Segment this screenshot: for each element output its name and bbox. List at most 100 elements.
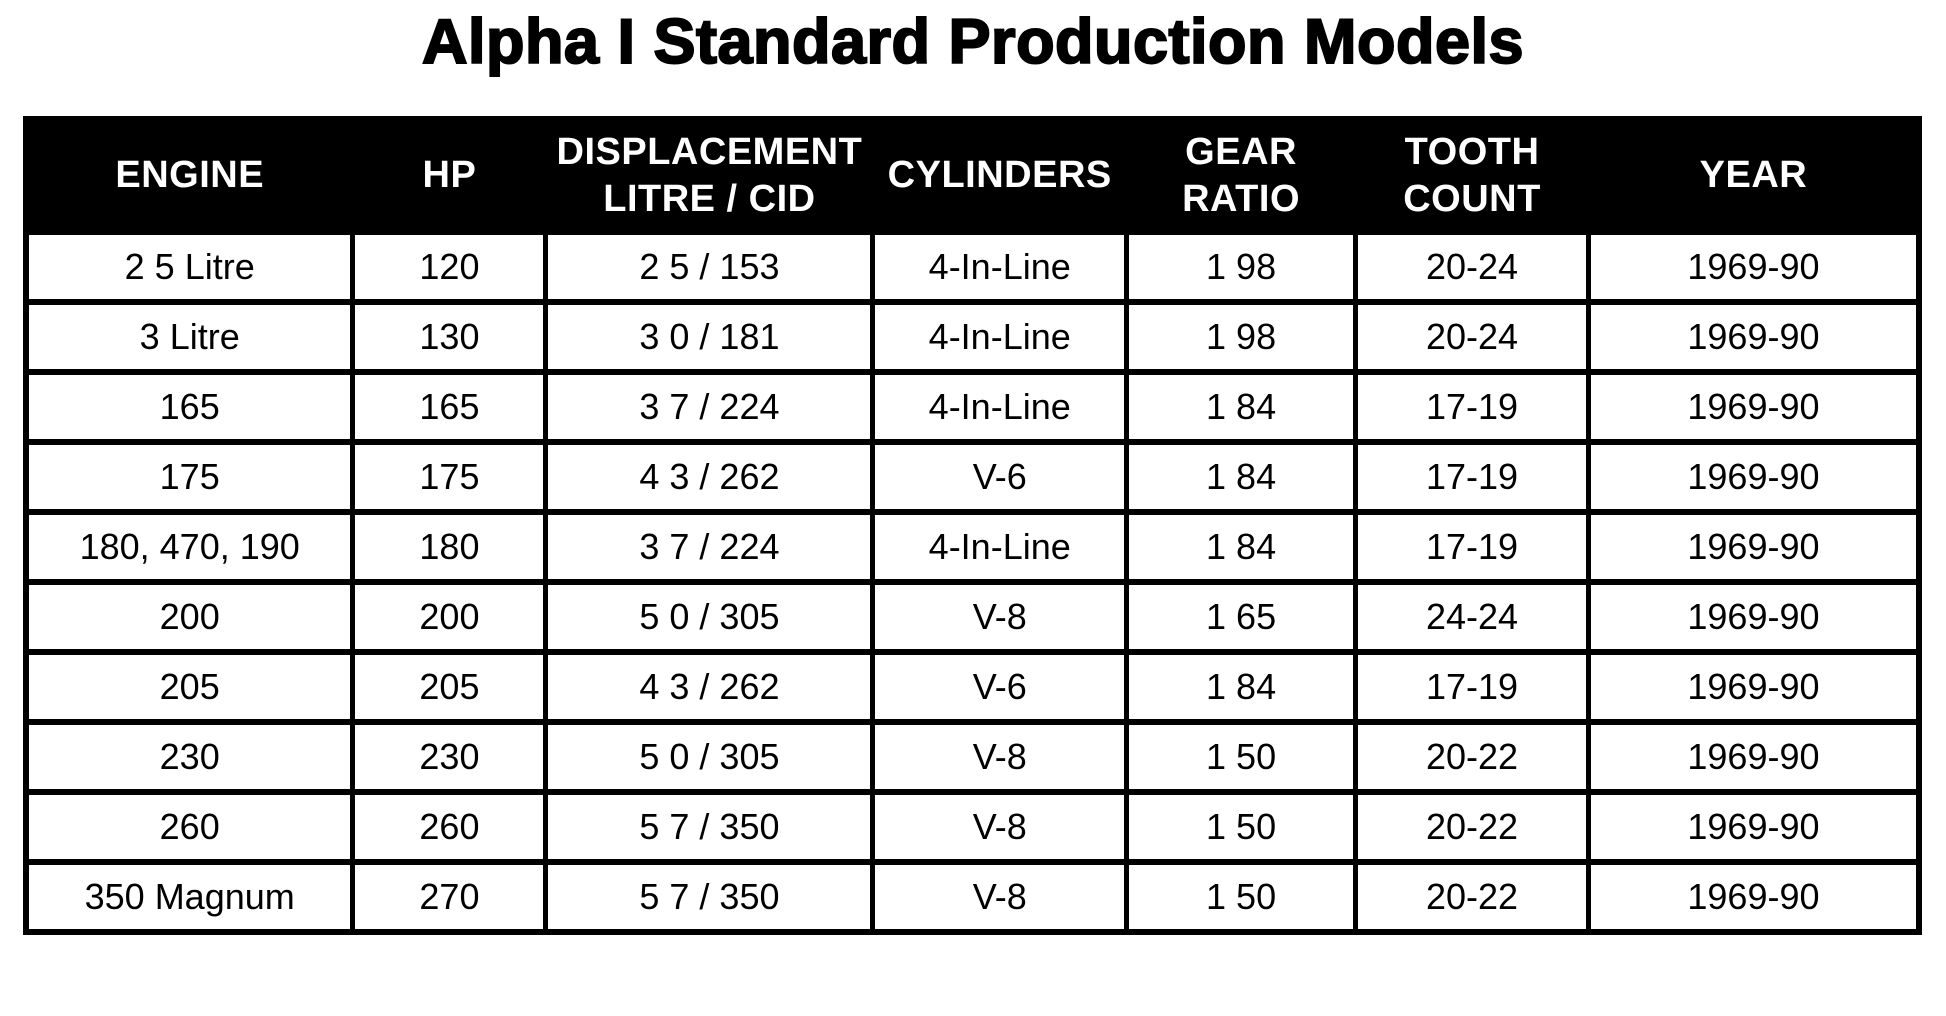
header-line: DISPLACEMENT [556, 131, 863, 174]
table-cell: 17-19 [1353, 369, 1591, 445]
table-cell: 3 7 / 224 [543, 509, 876, 585]
table-row: 205 205 4 3 / 262 V-6 1 84 17-19 1969-90 [23, 649, 1922, 725]
table-cell: 1 50 [1124, 859, 1359, 935]
table-row: 3 Litre 130 3 0 / 181 4-In-Line 1 98 20-… [23, 299, 1922, 375]
table-cell: 1 84 [1124, 369, 1359, 445]
table-cell: 175 [23, 439, 356, 515]
table-row: 230 230 5 0 / 305 V-8 1 50 20-22 1969-90 [23, 719, 1922, 795]
table-cell: 230 [23, 719, 356, 795]
table-cell: 180, 470, 190 [23, 509, 356, 585]
page-title: Alpha I Standard Production Models [421, 6, 1525, 78]
table-cell: V-8 [870, 789, 1130, 865]
table-cell: 20-22 [1353, 859, 1591, 935]
table-cell: 165 [23, 369, 356, 445]
table-cell: 260 [350, 789, 549, 865]
header-line: ENGINE [115, 154, 265, 197]
table-cell: 1 50 [1124, 719, 1359, 795]
table-cell: 165 [350, 369, 549, 445]
table-cell: 20-24 [1353, 299, 1591, 375]
header-line: TOOTH [1404, 131, 1540, 174]
table-cell: 2 5 Litre [23, 229, 356, 305]
header-line: YEAR [1699, 154, 1808, 197]
table-cell: 20-22 [1353, 719, 1591, 795]
column-header-engine: ENGINE [23, 116, 356, 235]
table-cell: 3 7 / 224 [543, 369, 876, 445]
table-row: 180, 470, 190 180 3 7 / 224 4-In-Line 1 … [23, 509, 1922, 585]
header-line: CYLINDERS [887, 154, 1112, 197]
table-cell: 24-24 [1353, 579, 1591, 655]
column-header-tooth-count: TOOTH COUNT [1353, 116, 1591, 235]
table-cell: 1969-90 [1585, 229, 1922, 305]
table-cell: 3 Litre [23, 299, 356, 375]
table-cell: 4 3 / 262 [543, 439, 876, 515]
table-cell: V-6 [870, 439, 1130, 515]
production-models-table: ENGINE HP DISPLACEMENT LITRE / CID CYLIN… [23, 116, 1922, 935]
header-line: RATIO [1182, 177, 1301, 220]
table-cell: 17-19 [1353, 649, 1591, 725]
table-cell: 5 0 / 305 [543, 719, 876, 795]
column-header-displacement: DISPLACEMENT LITRE / CID [543, 116, 876, 235]
table-cell: 205 [350, 649, 549, 725]
table-cell: 350 Magnum [23, 859, 356, 935]
table-row: 350 Magnum 270 5 7 / 350 V-8 1 50 20-22 … [23, 859, 1922, 935]
header-line: LITRE / CID [603, 177, 816, 220]
table-cell: V-8 [870, 719, 1130, 795]
column-header-hp: HP [350, 116, 549, 235]
table-cell: 205 [23, 649, 356, 725]
table-cell: 200 [350, 579, 549, 655]
table-cell: 20-22 [1353, 789, 1591, 865]
table-cell: 1 84 [1124, 439, 1359, 515]
header-line: GEAR [1185, 131, 1297, 174]
table-cell: 200 [23, 579, 356, 655]
table-row: 165 165 3 7 / 224 4-In-Line 1 84 17-19 1… [23, 369, 1922, 445]
table-cell: 3 0 / 181 [543, 299, 876, 375]
table-cell: 1969-90 [1585, 369, 1922, 445]
table-row: 2 5 Litre 120 2 5 / 153 4-In-Line 1 98 2… [23, 229, 1922, 305]
table-cell: 1969-90 [1585, 299, 1922, 375]
table-cell: 270 [350, 859, 549, 935]
column-header-year: YEAR [1585, 116, 1922, 235]
table-row: 200 200 5 0 / 305 V-8 1 65 24-24 1969-90 [23, 579, 1922, 655]
table-cell: 1 98 [1124, 229, 1359, 305]
table-cell: V-8 [870, 859, 1130, 935]
column-header-gear-ratio: GEAR RATIO [1124, 116, 1359, 235]
table-cell: 1969-90 [1585, 509, 1922, 585]
table-cell: 5 0 / 305 [543, 579, 876, 655]
table-cell: 1 65 [1124, 579, 1359, 655]
table-cell: 120 [350, 229, 549, 305]
table-cell: 1 50 [1124, 789, 1359, 865]
table-cell: 1969-90 [1585, 649, 1922, 725]
table-cell: 1969-90 [1585, 859, 1922, 935]
table-cell: 4-In-Line [870, 509, 1130, 585]
table-cell: 1 84 [1124, 509, 1359, 585]
table-cell: 17-19 [1353, 439, 1591, 515]
table-row: 175 175 4 3 / 262 V-6 1 84 17-19 1969-90 [23, 439, 1922, 515]
table-cell: 230 [350, 719, 549, 795]
table-cell: 2 5 / 153 [543, 229, 876, 305]
table-cell: V-6 [870, 649, 1130, 725]
table-cell: 5 7 / 350 [543, 859, 876, 935]
table-cell: 5 7 / 350 [543, 789, 876, 865]
column-header-cylinders: CYLINDERS [870, 116, 1130, 235]
table-cell: 1 98 [1124, 299, 1359, 375]
table-cell: 4-In-Line [870, 369, 1130, 445]
table-cell: 4-In-Line [870, 299, 1130, 375]
header-line: COUNT [1403, 177, 1541, 220]
header-line: HP [422, 154, 477, 197]
table-cell: 4 3 / 262 [543, 649, 876, 725]
table-cell: 1 84 [1124, 649, 1359, 725]
table-cell: 1969-90 [1585, 719, 1922, 795]
table-cell: 4-In-Line [870, 229, 1130, 305]
table-row: 260 260 5 7 / 350 V-8 1 50 20-22 1969-90 [23, 789, 1922, 865]
table-cell: 175 [350, 439, 549, 515]
table-cell: 180 [350, 509, 549, 585]
table-cell: 130 [350, 299, 549, 375]
table-cell: 1969-90 [1585, 579, 1922, 655]
table-header-row: ENGINE HP DISPLACEMENT LITRE / CID CYLIN… [23, 116, 1922, 235]
table-cell: 20-24 [1353, 229, 1591, 305]
table-cell: 1969-90 [1585, 439, 1922, 515]
table-cell: V-8 [870, 579, 1130, 655]
table-cell: 17-19 [1353, 509, 1591, 585]
table-cell: 260 [23, 789, 356, 865]
table-cell: 1969-90 [1585, 789, 1922, 865]
